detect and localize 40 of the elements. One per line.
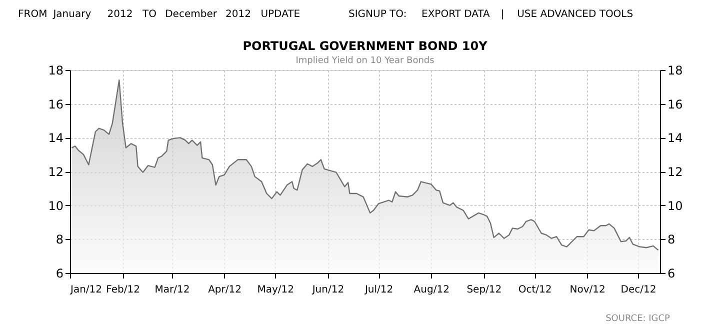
text: | [500, 9, 504, 20]
x-tick-label: Apr/12 [208, 284, 242, 296]
y2-tick-label: 6 [668, 266, 676, 280]
text: December [165, 9, 218, 20]
y2-tick-label: 14 [668, 131, 683, 146]
text: FROM [18, 9, 48, 20]
y-tick-label: 10 [48, 198, 64, 213]
y-tick-label: 18 [48, 64, 64, 78]
x-tick-label: Feb/12 [106, 284, 140, 296]
x-tick-label: Nov/12 [570, 284, 606, 296]
y-tick-label: 12 [48, 165, 64, 179]
x-tick-label: May/12 [257, 284, 294, 296]
text: 2012 [226, 9, 251, 20]
x-tick-label: Sep/12 [466, 284, 502, 296]
text: January [52, 9, 92, 20]
x-tick-label: Mar/12 [154, 284, 190, 296]
y-tick-label: 6 [56, 266, 64, 280]
y-tick-label: 14 [48, 131, 64, 146]
x-tick-label: Dec/12 [620, 284, 656, 296]
x-tick-label: Aug/12 [414, 284, 450, 296]
chart-title: PORTUGAL GOVERNMENT BOND 10Y [242, 39, 488, 53]
y2-tick-label: 8 [668, 232, 676, 247]
y-tick-label: 16 [48, 97, 64, 112]
source-note: SOURCE: IGCP [606, 314, 671, 324]
chart-subtitle: Implied Yield on 10 Year Bonds [296, 56, 435, 66]
text: SIGNUP TO: [348, 9, 407, 20]
x-tick-label: Jan/12 [70, 284, 102, 296]
y2-tick-label: 18 [668, 64, 683, 78]
text: 2012 [107, 9, 133, 20]
text: USE ADVANCED TOOLS [517, 9, 634, 20]
x-tick-label: Oct/12 [518, 284, 552, 296]
y2-tick-label: 10 [668, 198, 683, 213]
y-tick-label: 8 [56, 232, 64, 247]
text: UPDATE [260, 9, 300, 20]
text: EXPORT DATA [422, 9, 490, 20]
text: TO [142, 9, 157, 20]
x-tick-label: Jul/12 [364, 284, 394, 296]
y2-tick-label: 12 [668, 165, 683, 179]
x-tick-label: Jun/12 [311, 284, 344, 296]
y2-tick-label: 16 [668, 97, 683, 112]
